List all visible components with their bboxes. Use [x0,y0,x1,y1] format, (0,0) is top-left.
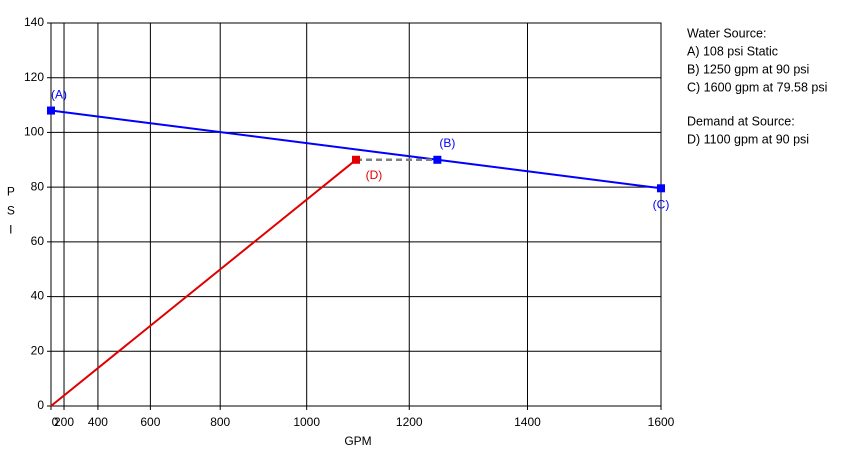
x-tick-label: 400 [88,415,108,429]
y-tick-label: 120 [24,70,44,84]
notes-heading: Water Source: [687,26,766,40]
series-line [50,159,357,407]
notes-item: D) 1100 gpm at 90 psi [687,132,809,146]
point-label: (B) [439,136,455,150]
notes-item: B) 1250 gpm at 90 psi [687,62,809,76]
point-marker [657,184,665,193]
point-marker [351,155,360,164]
notes-item: C) 1600 gpm at 79.58 psi [687,80,827,94]
y-tick-label: 40 [31,289,45,303]
point-label: (D) [366,168,383,182]
y-tick-label: 20 [31,343,45,357]
series-line [50,109,662,190]
y-tick-label: 0 [37,398,44,412]
x-axis-label: GPM [344,434,371,448]
point-label: (C) [653,197,670,211]
plot-frame [50,22,662,407]
x-tick-label: 0 [52,415,59,429]
x-tick-label: 1600 [648,415,675,429]
point-marker [47,106,55,115]
x-tick-label: 1400 [514,415,541,429]
x-tick-label: 800 [210,415,230,429]
y-tick-label: 80 [31,179,45,193]
x-tick-label: 200 [54,415,74,429]
y-tick-label: 140 [24,15,44,29]
y-axis-label: PSI [4,185,18,242]
x-tick-label: 600 [140,415,160,429]
notes-heading: Demand at Source: [687,114,795,128]
point-label: (A) [51,88,67,102]
notes-item: A) 108 psi Static [687,44,778,58]
y-tick-label: 100 [24,125,44,139]
x-tick-label: 1200 [396,415,423,429]
point-marker [433,155,442,164]
x-tick-label: 1000 [293,415,320,429]
y-tick-label: 60 [31,234,45,248]
